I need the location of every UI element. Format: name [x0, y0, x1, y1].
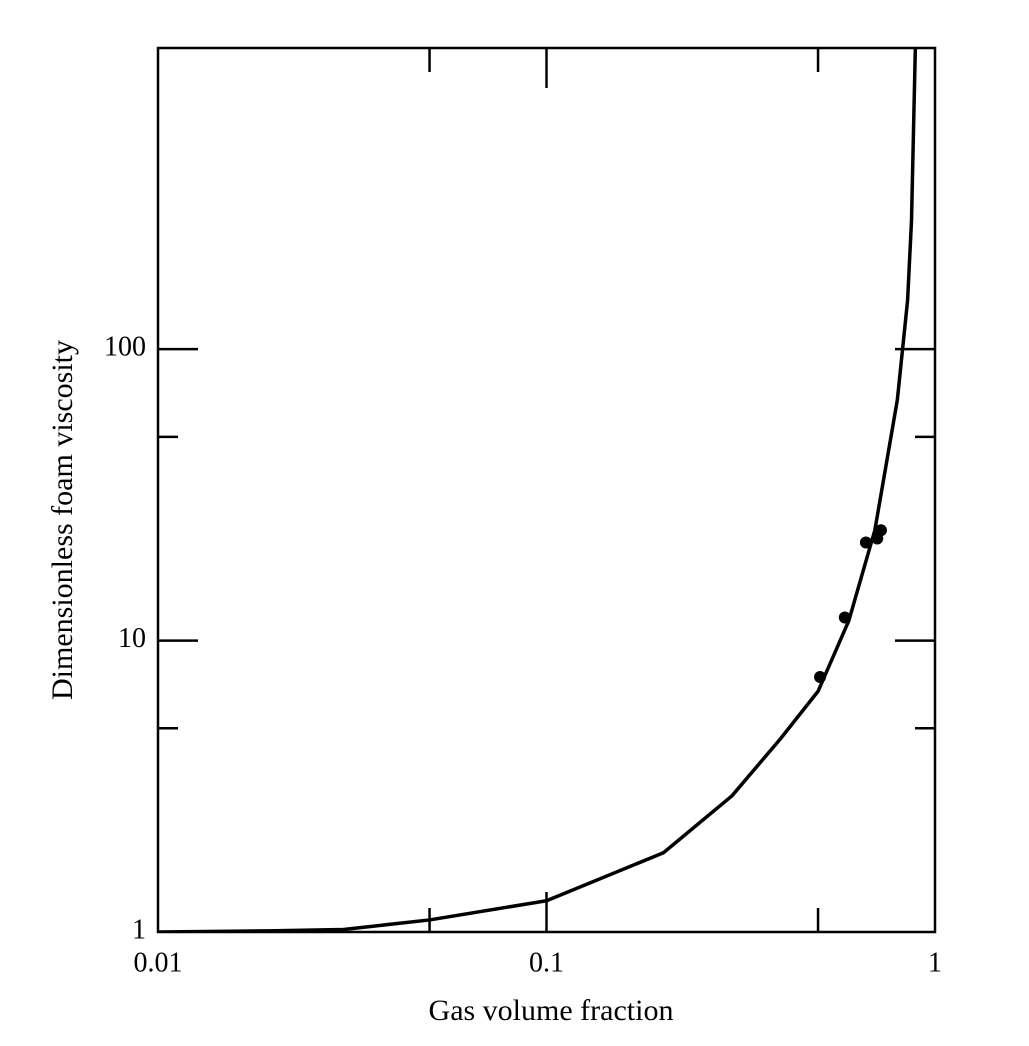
data-point: [874, 524, 887, 537]
curve: [158, 48, 918, 932]
x-tick-label: 0.1: [529, 947, 564, 978]
x-axis-title: Gas volume fraction: [429, 994, 674, 1027]
plot-frame: [156, 46, 937, 934]
y-tick-label: 1: [132, 914, 146, 945]
y-tick-label: 10: [118, 623, 146, 654]
x-tick-label: 1: [928, 947, 942, 978]
data-point: [814, 670, 827, 683]
data-point: [838, 611, 851, 624]
y-tick-label: 100: [104, 332, 146, 363]
data-point: [859, 536, 872, 549]
x-tick-label: 0.01: [134, 947, 183, 978]
y-axis-title: Dimensionless foam viscosity: [46, 340, 79, 700]
